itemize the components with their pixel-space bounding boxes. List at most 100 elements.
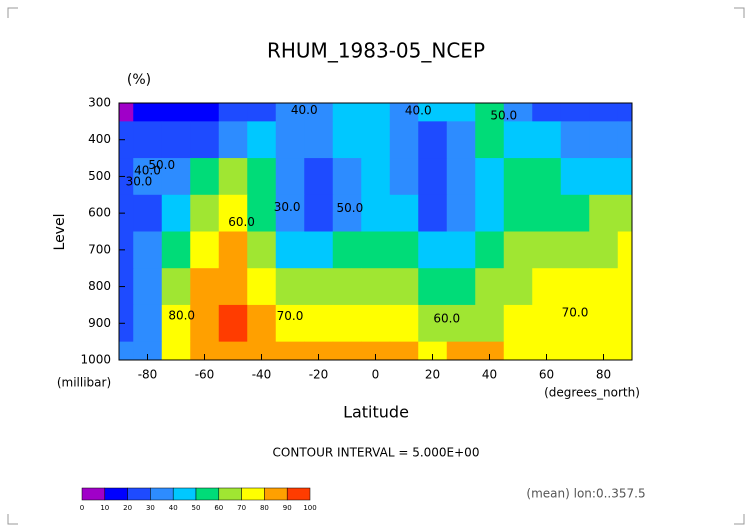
contour-cell <box>119 231 134 269</box>
contour-cell <box>532 268 562 306</box>
colorbar-box <box>81 487 106 501</box>
contour-cell <box>190 231 220 269</box>
contour-label: 40.0 <box>134 163 161 177</box>
y-tick-label: 300 <box>88 96 111 110</box>
contour-cell <box>304 341 334 360</box>
contour-cell <box>247 158 277 196</box>
colorbar-label: 100 <box>303 504 316 512</box>
contour-cell <box>503 158 533 196</box>
colorbar-label: 70 <box>237 504 246 512</box>
colorbar-label: 10 <box>100 504 109 512</box>
contour-cell <box>503 304 533 343</box>
contour-cell <box>161 121 191 159</box>
colorbar-label: 20 <box>123 504 132 512</box>
x-unit: (degrees_north) <box>544 386 640 400</box>
colorbar-box <box>150 487 174 501</box>
unit-label: (%) <box>127 72 151 88</box>
contour-cell <box>218 268 248 306</box>
contour-cell <box>190 341 220 360</box>
contour-cell <box>560 304 590 343</box>
colorbar-box <box>241 487 265 501</box>
contour-cell <box>190 158 220 196</box>
colorbar-box <box>218 487 242 501</box>
contour-cell <box>218 231 248 269</box>
x-tick-label: -20 <box>309 368 329 382</box>
contour-cell <box>389 121 419 159</box>
contour-cell <box>389 103 419 122</box>
colorbar-label: 0 <box>80 504 84 512</box>
contour-cell <box>446 121 476 159</box>
contour-cell <box>361 121 391 159</box>
colorbar-label: 80 <box>260 504 269 512</box>
contour-cell <box>119 194 134 232</box>
colorbar-box <box>264 487 288 501</box>
contour-cell <box>532 231 562 269</box>
contour-cell <box>532 341 562 360</box>
contour-cell <box>275 231 305 269</box>
contour-cell <box>332 231 362 269</box>
contour-cell <box>218 341 248 360</box>
contour-cell <box>119 341 134 360</box>
contour-cell <box>503 341 533 360</box>
contour-label: 30.0 <box>274 200 301 214</box>
contour-label: 50.0 <box>148 158 175 172</box>
y-tick-label: 600 <box>88 206 111 220</box>
contour-cell <box>503 231 533 269</box>
contour-cell <box>218 304 248 343</box>
note: (mean) lon:0..357.5 <box>526 487 645 501</box>
contour-cell <box>589 103 619 122</box>
contour-cell <box>532 103 562 122</box>
contour-cell <box>532 194 562 232</box>
contour-cell <box>275 194 305 232</box>
contour-cell <box>503 121 533 159</box>
contour-cell <box>589 158 619 196</box>
contour-cell <box>617 158 632 196</box>
contour-cell <box>247 304 277 343</box>
contour-cell <box>503 194 533 232</box>
colorbar-box <box>195 487 220 501</box>
contour-cell <box>418 103 448 122</box>
contour-cell <box>161 341 191 360</box>
contour-cell <box>389 158 419 196</box>
contour-cell <box>589 268 619 306</box>
contour-label: 60.0 <box>433 311 460 325</box>
contour-label: 50.0 <box>490 108 517 122</box>
contour-cell <box>332 103 362 122</box>
contour-cell <box>475 103 505 122</box>
contour-cell <box>361 194 391 232</box>
contour-cell <box>247 194 277 232</box>
contour-cell <box>190 304 220 343</box>
x-tick-label: 80 <box>596 368 611 382</box>
contour-cell <box>389 231 419 269</box>
contour-cell <box>446 304 476 343</box>
contour-cell <box>332 158 362 196</box>
contour-field <box>119 103 632 360</box>
contour-cell <box>161 194 191 232</box>
contour-cell <box>218 158 248 196</box>
contour-cell <box>560 158 590 196</box>
contour-cell <box>589 304 619 343</box>
contour-cell <box>418 268 448 306</box>
contour-cell <box>133 268 163 306</box>
footer: CONTOUR INTERVAL = 5.000E+00 <box>273 446 480 460</box>
colorbar-label: 60 <box>214 504 223 512</box>
contour-cell <box>418 121 448 159</box>
contour-cell <box>361 158 391 196</box>
x-tick-label: -40 <box>252 368 272 382</box>
x-tick-label: -80 <box>138 368 158 382</box>
contour-cell <box>617 341 632 360</box>
contour-label: 70.0 <box>562 306 589 320</box>
contour-cell <box>161 304 191 343</box>
contour-cell <box>332 341 362 360</box>
contour-cell <box>475 341 505 360</box>
contour-label: 30.0 <box>126 174 153 188</box>
corner-marks <box>7 7 745 525</box>
colorbar-label: 40 <box>169 504 178 512</box>
contour-cell <box>446 268 476 306</box>
contour-cell <box>304 121 334 159</box>
contour-cell <box>218 121 248 159</box>
contour-cell <box>304 158 334 196</box>
colorbar-box <box>172 487 197 501</box>
contour-cell <box>275 158 305 196</box>
